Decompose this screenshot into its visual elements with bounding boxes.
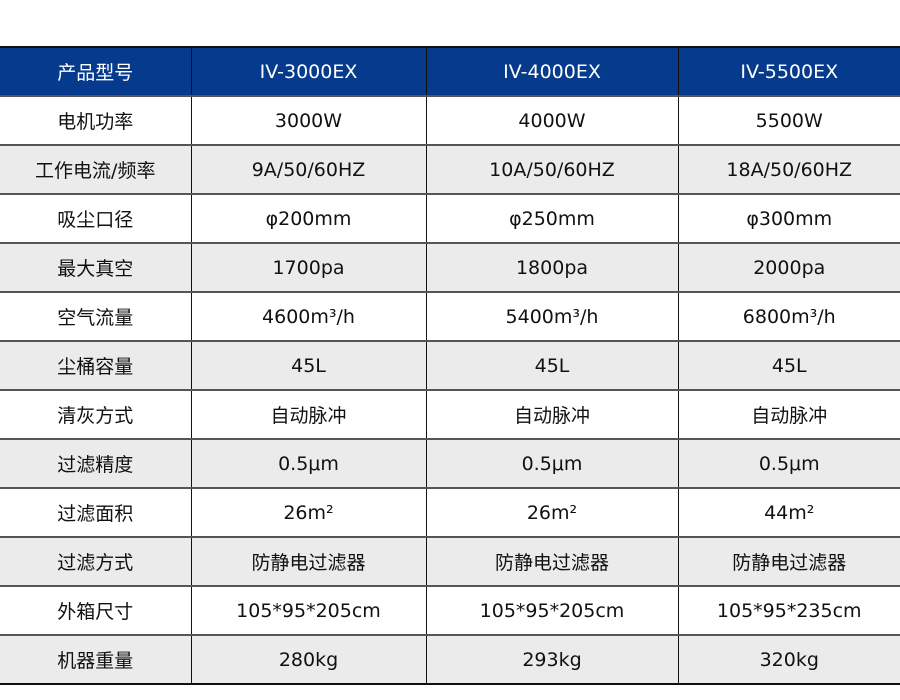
header-cell: 产品型号 <box>0 46 191 96</box>
cell-value: 5400m³/h <box>425 291 678 341</box>
cell-value: φ250mm <box>425 193 678 243</box>
row-label: 工作电流/频率 <box>0 144 191 194</box>
row-label: 过滤精度 <box>0 438 191 488</box>
cell-value: 0.5μm <box>190 438 426 488</box>
table-row: 空气流量 4600m³/h 5400m³/h 6800m³/h <box>0 291 900 341</box>
cell-value: 45L <box>677 340 900 390</box>
cell-value: 4600m³/h <box>190 291 426 341</box>
cell-value: 26m² <box>190 487 426 537</box>
spec-table: 产品型号 IV-3000EX IV-4000EX IV-5500EX 电机功率 3… <box>0 46 900 685</box>
cell-value: 防静电过滤器 <box>677 536 900 586</box>
table-row: 过滤精度 0.5μm 0.5μm 0.5μm <box>0 438 900 488</box>
cell-value: 105*95*205cm <box>190 585 426 635</box>
cell-value: 6800m³/h <box>677 291 900 341</box>
header-cell: IV-3000EX <box>190 46 426 96</box>
row-label: 电机功率 <box>0 95 191 145</box>
cell-value: 105*95*205cm <box>425 585 678 635</box>
row-label: 空气流量 <box>0 291 191 341</box>
header-cell: IV-5500EX <box>677 46 900 96</box>
cell-value: 45L <box>190 340 426 390</box>
cell-value: 280kg <box>190 634 426 685</box>
cell-value: 9A/50/60HZ <box>190 144 426 194</box>
table-row: 清灰方式 自动脉冲 自动脉冲 自动脉冲 <box>0 389 900 439</box>
row-label: 过滤方式 <box>0 536 191 586</box>
cell-value: 1800pa <box>425 242 678 292</box>
cell-value: 5500W <box>677 95 900 145</box>
cell-value: 0.5μm <box>425 438 678 488</box>
cell-value: 0.5μm <box>677 438 900 488</box>
cell-value: 自动脉冲 <box>425 389 678 439</box>
cell-value: 10A/50/60HZ <box>425 144 678 194</box>
cell-value: 26m² <box>425 487 678 537</box>
row-label: 外箱尺寸 <box>0 585 191 635</box>
table-row: 机器重量 280kg 293kg 320kg <box>0 634 900 685</box>
cell-value: 防静电过滤器 <box>190 536 426 586</box>
table-row: 最大真空 1700pa 1800pa 2000pa <box>0 242 900 292</box>
cell-value: 45L <box>425 340 678 390</box>
row-label: 吸尘口径 <box>0 193 191 243</box>
cell-value: φ200mm <box>190 193 426 243</box>
cell-value: 105*95*235cm <box>677 585 900 635</box>
table-row: 吸尘口径 φ200mm φ250mm φ300mm <box>0 193 900 243</box>
row-label: 过滤面积 <box>0 487 191 537</box>
row-label: 最大真空 <box>0 242 191 292</box>
cell-value: 320kg <box>677 634 900 685</box>
table-row: 电机功率 3000W 4000W 5500W <box>0 95 900 145</box>
table-row: 外箱尺寸 105*95*205cm 105*95*205cm 105*95*235cm <box>0 585 900 635</box>
cell-value: 自动脉冲 <box>677 389 900 439</box>
cell-value: 防静电过滤器 <box>425 536 678 586</box>
row-label: 尘桶容量 <box>0 340 191 390</box>
cell-value: 293kg <box>425 634 678 685</box>
cell-value: φ300mm <box>677 193 900 243</box>
cell-value: 4000W <box>425 95 678 145</box>
cell-value: 自动脉冲 <box>190 389 426 439</box>
row-label: 清灰方式 <box>0 389 191 439</box>
header-cell: IV-4000EX <box>425 46 678 96</box>
table-row: 过滤方式 防静电过滤器 防静电过滤器 防静电过滤器 <box>0 536 900 586</box>
table-row: 工作电流/频率 9A/50/60HZ 10A/50/60HZ 18A/50/60HZ <box>0 144 900 194</box>
table-row: 过滤面积 26m² 26m² 44m² <box>0 487 900 537</box>
cell-value: 3000W <box>190 95 426 145</box>
cell-value: 2000pa <box>677 242 900 292</box>
row-label: 机器重量 <box>0 634 191 685</box>
cell-value: 44m² <box>677 487 900 537</box>
table-row: 尘桶容量 45L 45L 45L <box>0 340 900 390</box>
header-row: 产品型号 IV-3000EX IV-4000EX IV-5500EX <box>0 46 900 96</box>
cell-value: 1700pa <box>190 242 426 292</box>
cell-value: 18A/50/60HZ <box>677 144 900 194</box>
